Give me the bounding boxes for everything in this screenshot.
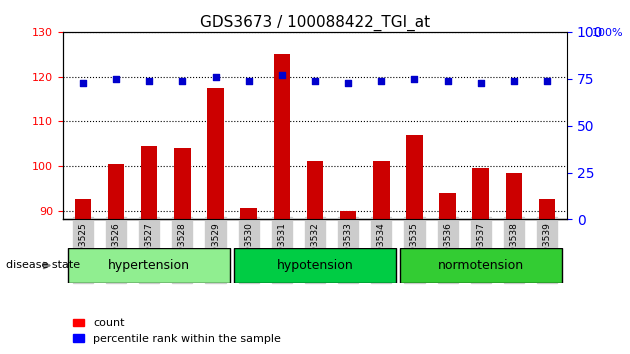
Point [542,78,552,84]
Point [343,80,353,85]
Point [476,80,486,85]
Bar [307,161,323,219]
Bar [539,199,556,219]
Bar [340,211,357,219]
Point [177,78,187,84]
Bar [108,164,124,219]
Bar [506,172,522,219]
Point [509,78,519,84]
Bar [207,88,224,219]
Y-axis label: 100%: 100% [592,28,623,38]
Bar [406,135,423,219]
Point [210,74,220,80]
Point [443,78,453,84]
Point [244,78,254,84]
FancyBboxPatch shape [68,248,231,283]
Text: normotension: normotension [438,259,524,272]
Bar [373,161,389,219]
Bar [472,168,489,219]
Point [78,80,88,85]
Bar [74,199,91,219]
Text: hypertension: hypertension [108,259,190,272]
Bar [141,146,158,219]
Legend: count, percentile rank within the sample: count, percentile rank within the sample [69,314,285,348]
Bar [241,208,257,219]
FancyBboxPatch shape [399,248,562,283]
Point [310,78,320,84]
Title: GDS3673 / 100088422_TGI_at: GDS3673 / 100088422_TGI_at [200,14,430,30]
Bar [174,148,191,219]
FancyBboxPatch shape [234,248,396,283]
Bar [439,193,456,219]
Point [376,78,386,84]
Text: disease state: disease state [6,261,81,270]
Bar [273,54,290,219]
Point [144,78,154,84]
Text: hypotension: hypotension [277,259,353,272]
Point [111,76,121,81]
Point [277,72,287,78]
Point [410,76,420,81]
